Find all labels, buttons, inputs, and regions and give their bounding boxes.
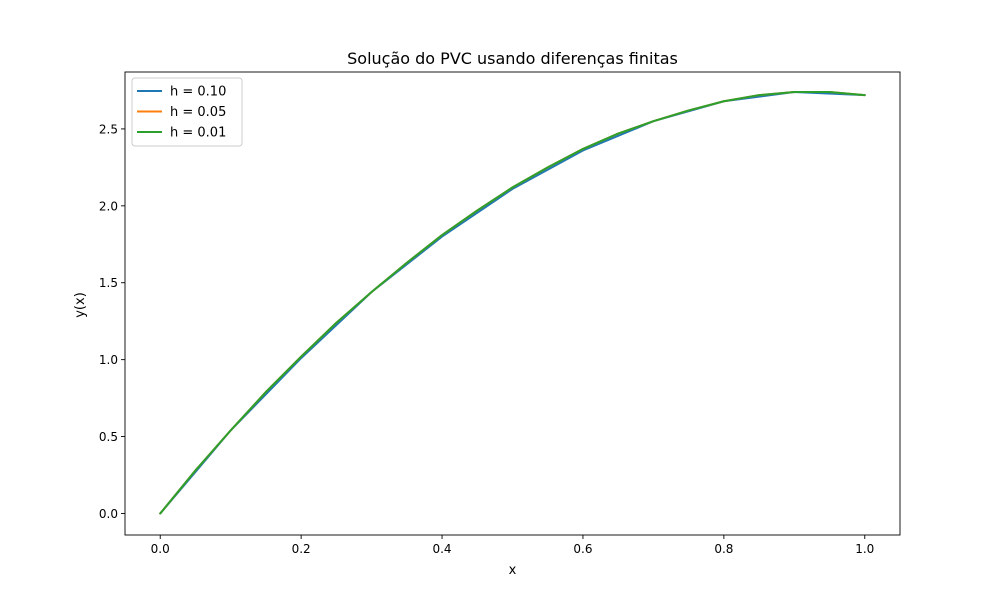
y-tick-label: 2.0 [99,199,118,213]
legend-label: h = 0.10 [170,85,226,100]
legend-label: h = 0.05 [170,105,226,120]
x-tick-label: 1.0 [855,542,874,556]
series-line-3 [159,91,866,515]
y-axis: 0.0 0.5 1.0 1.5 2.0 2.5 [99,122,125,521]
legend-box [131,77,243,147]
y-tick-label: 2.5 [99,122,118,136]
y-axis-label: y(x) [73,292,88,318]
plot-frame [124,71,901,536]
x-tick-label: 0.6 [573,542,592,556]
y-tick-label: 1.0 [99,353,118,367]
legend: h = 0.10 h = 0.05 h = 0.01 [131,77,243,147]
legend-label: h = 0.01 [170,126,226,141]
y-tick-label: 0.5 [99,430,118,444]
y-tick-label: 1.5 [99,276,118,290]
x-tick-label: 0.8 [714,542,733,556]
series-line-1 [159,91,866,515]
y-tick-label: 0.0 [99,507,118,521]
series-lines [159,91,866,515]
x-tick-label: 0.4 [432,542,451,556]
x-axis-label: x [509,563,517,578]
chart-title: Solução do PVC usando diferenças finitas [347,49,678,68]
x-tick-label: 0.2 [292,542,311,556]
plot-area [124,71,901,536]
x-axis: 0.0 0.2 0.4 0.6 0.8 1.0 [151,535,874,556]
x-tick-label: 0.0 [151,542,170,556]
